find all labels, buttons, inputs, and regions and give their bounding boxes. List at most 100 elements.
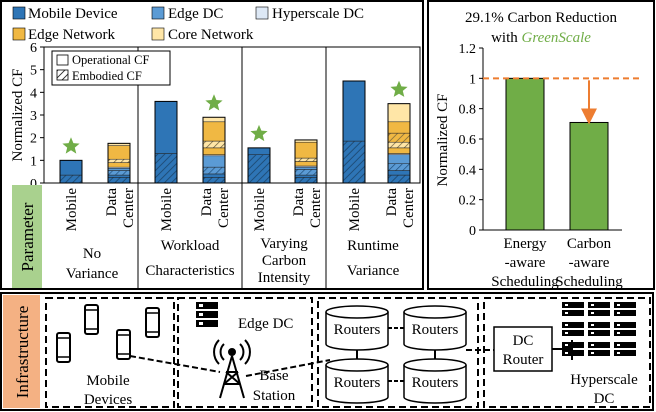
server-unit-icon bbox=[614, 342, 636, 348]
dc-router-box bbox=[493, 326, 553, 372]
group-label: Intensity bbox=[258, 270, 311, 286]
phone-icon bbox=[84, 304, 99, 335]
bar-outline bbox=[342, 80, 366, 184]
bar-segment bbox=[387, 174, 411, 184]
x-tick-label-data: Data bbox=[104, 188, 120, 217]
bar-segment bbox=[202, 173, 226, 178]
edge-dc-box bbox=[177, 297, 313, 408]
bar-segment bbox=[294, 141, 318, 159]
server-led bbox=[565, 352, 568, 354]
bar-segment bbox=[387, 163, 411, 171]
x-tick-label-mobile: Mobile bbox=[64, 188, 80, 232]
group-label: Runtime bbox=[347, 238, 399, 254]
server-led bbox=[617, 312, 620, 314]
phone-icon bbox=[56, 332, 71, 363]
server-led bbox=[565, 344, 568, 346]
x-tick-label-center: Center bbox=[121, 188, 137, 228]
y-tick-label: 0 bbox=[469, 224, 476, 239]
bar-segment bbox=[294, 161, 318, 167]
server-led bbox=[591, 344, 594, 346]
bar-segment bbox=[202, 140, 226, 149]
bar-segment bbox=[387, 132, 411, 143]
bar-outline bbox=[202, 116, 226, 184]
infrastructure-label-bg bbox=[3, 295, 40, 408]
infrastructure-panel-frame bbox=[0, 292, 654, 411]
x-category-label: Carbon bbox=[567, 236, 612, 252]
bar-segment bbox=[59, 174, 83, 184]
parameter-label: Parameter bbox=[18, 202, 37, 271]
x-category-label: -aware bbox=[505, 255, 546, 271]
legend-edge-dc-swatch bbox=[151, 6, 165, 20]
y-tick-label: 5 bbox=[30, 64, 37, 79]
right-bars bbox=[483, 77, 640, 231]
server-rack-icon bbox=[196, 302, 218, 327]
x-tick-label-mobile: Mobile bbox=[252, 188, 268, 232]
left-chart: Mobile Device Edge DC Hyperscale DC Edge… bbox=[10, 6, 421, 289]
server-unit-icon bbox=[588, 302, 610, 308]
bar-segment bbox=[154, 153, 178, 184]
bar-segment bbox=[387, 147, 411, 154]
bar-outline bbox=[59, 159, 83, 184]
edge-dc-label: Edge DC bbox=[238, 316, 293, 332]
base-station-label-1: Base bbox=[259, 368, 289, 384]
legend-mobile-device-swatch bbox=[12, 6, 26, 20]
server-led bbox=[617, 324, 620, 326]
mobile-devices-label-2: Devices bbox=[84, 392, 132, 408]
x-tick-label-center: Center bbox=[216, 188, 232, 228]
bar-segment bbox=[154, 101, 178, 154]
link-line bbox=[245, 359, 331, 377]
bar-segment bbox=[294, 177, 318, 184]
x-tick-label-data: Data bbox=[199, 188, 215, 217]
bar-segment bbox=[387, 103, 411, 123]
legend-edge-dc: Edge DC bbox=[168, 6, 223, 22]
server-led bbox=[617, 344, 620, 346]
left-group-labels: No Variance Workload Characteristics Varying… bbox=[66, 236, 400, 286]
bar-segment bbox=[107, 174, 131, 178]
server-unit-icon bbox=[588, 322, 610, 328]
x-tick-label-mobile: Mobile bbox=[347, 188, 363, 232]
bar-segment bbox=[342, 80, 366, 142]
legend-embodied-swatch bbox=[56, 69, 69, 81]
server-unit-icon bbox=[588, 310, 610, 316]
bar-segment bbox=[107, 168, 131, 171]
x-tick-label-data: Data bbox=[384, 188, 400, 217]
right-chart-subtitle: with GreenScale bbox=[491, 30, 591, 46]
server-led bbox=[617, 352, 620, 354]
bar-segment bbox=[202, 166, 226, 175]
bar-segment bbox=[387, 154, 411, 164]
router-cylinder-top bbox=[403, 358, 467, 372]
bar-segment bbox=[294, 166, 318, 170]
server-unit-icon bbox=[562, 322, 584, 328]
server-unit-icon bbox=[588, 330, 610, 336]
legend-cf-type: Operational CF Embodied CF bbox=[51, 50, 171, 86]
cell-tower-icon bbox=[213, 339, 251, 399]
mobile-devices-box bbox=[45, 297, 175, 408]
star-icon bbox=[390, 80, 408, 97]
right-panel-frame bbox=[427, 0, 655, 290]
bar-segment bbox=[294, 174, 318, 178]
group-label: Workload bbox=[161, 238, 220, 254]
router-cylinder-icon bbox=[403, 312, 467, 351]
group-label: Varying bbox=[260, 236, 308, 252]
bar-outline bbox=[154, 100, 178, 184]
phone-icon bbox=[116, 329, 131, 360]
hyperscale-dc-label-1: Hyperscale bbox=[570, 372, 638, 388]
left-panel-frame bbox=[0, 0, 424, 290]
bar bbox=[505, 77, 545, 231]
y-tick-label: 4 bbox=[30, 86, 37, 101]
bar-segment bbox=[294, 157, 318, 162]
bar-segment bbox=[247, 147, 271, 155]
server-led bbox=[565, 332, 568, 334]
server-unit-icon bbox=[614, 322, 636, 328]
right-chart: 29.1% Carbon Reduction with GreenScale N… bbox=[435, 10, 640, 290]
left-stars bbox=[62, 80, 408, 154]
server-led bbox=[591, 332, 594, 334]
network-box bbox=[317, 297, 479, 408]
server-unit-icon bbox=[588, 350, 610, 356]
parameter-label-bg bbox=[12, 185, 42, 288]
server-led bbox=[591, 312, 594, 314]
legend-edge-network: Edge Network bbox=[28, 27, 116, 43]
x-tick-label-center: Center bbox=[308, 188, 324, 228]
y-tick-label: 0.4 bbox=[459, 163, 477, 178]
